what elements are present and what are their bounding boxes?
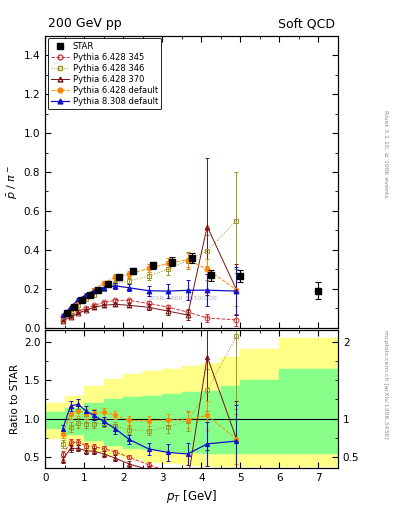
Y-axis label: Ratio to STAR: Ratio to STAR — [9, 365, 20, 434]
Text: 200 GeV pp: 200 GeV pp — [48, 17, 122, 30]
Text: Rivet 3.1.10, ≥ 100k events: Rivet 3.1.10, ≥ 100k events — [383, 110, 388, 198]
Legend: STAR, Pythia 6.428 345, Pythia 6.428 346, Pythia 6.428 370, Pythia 6.428 default: STAR, Pythia 6.428 345, Pythia 6.428 346… — [48, 38, 161, 110]
Y-axis label: $\bar{p}$ / $\pi^-$: $\bar{p}$ / $\pi^-$ — [6, 165, 20, 199]
X-axis label: $p_T$ [GeV]: $p_T$ [GeV] — [166, 487, 217, 504]
Text: Soft QCD: Soft QCD — [278, 17, 335, 30]
Text: mcplots.cern.ch [arXiv:1306.3436]: mcplots.cern.ch [arXiv:1306.3436] — [383, 330, 388, 438]
Text: STAR_2006_S6500200: STAR_2006_S6500200 — [149, 296, 217, 302]
